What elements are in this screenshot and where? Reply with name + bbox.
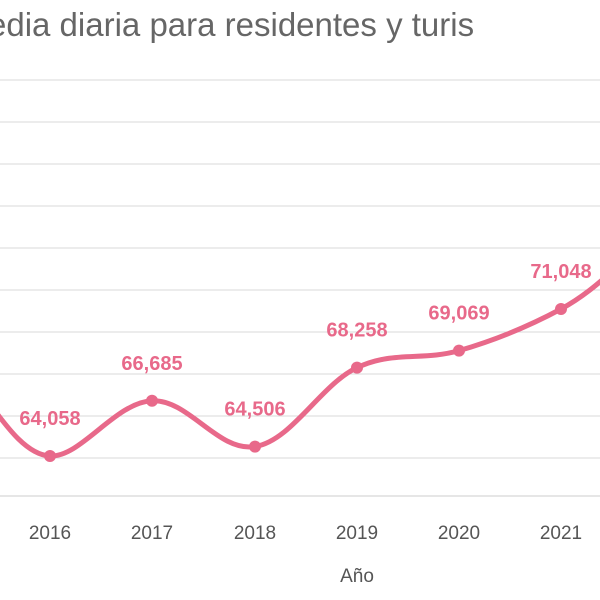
- series-line-group: 64,058 66,685 64,506 68,258 69,069 71,048: [0, 261, 600, 462]
- data-point: [146, 394, 158, 407]
- data-label: 66,685: [121, 353, 182, 375]
- x-tick-labels: 2016 2017 2018 2019 2020 2021: [29, 523, 582, 544]
- x-tick-label: 2017: [131, 523, 173, 544]
- x-axis-label: Año: [340, 566, 374, 587]
- data-label: 64,058: [19, 408, 80, 430]
- data-point: [351, 361, 363, 374]
- data-label: 64,506: [224, 399, 285, 421]
- data-point: [249, 440, 261, 453]
- data-label: 69,069: [428, 303, 489, 325]
- chart-title: edia diaria para residentes y turis: [0, 6, 474, 43]
- x-tick-label: 2018: [234, 523, 276, 544]
- x-tick-label: 2021: [540, 523, 582, 544]
- data-label: 68,258: [326, 320, 387, 342]
- data-point: [453, 344, 465, 357]
- series-line: [0, 278, 600, 459]
- x-tick-label: 2016: [29, 523, 71, 544]
- data-point: [44, 450, 56, 462]
- data-point: [555, 303, 567, 315]
- x-tick-label: 2019: [336, 523, 378, 544]
- data-label: 71,048: [530, 261, 591, 283]
- x-tick-label: 2020: [438, 523, 480, 544]
